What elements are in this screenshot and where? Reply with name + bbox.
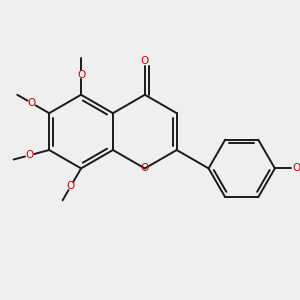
Text: O: O — [67, 181, 75, 191]
Text: O: O — [141, 164, 149, 173]
Text: O: O — [141, 56, 149, 66]
Text: O: O — [26, 150, 34, 160]
Text: O: O — [77, 70, 85, 80]
Text: O: O — [292, 164, 300, 173]
Text: O: O — [28, 98, 36, 108]
